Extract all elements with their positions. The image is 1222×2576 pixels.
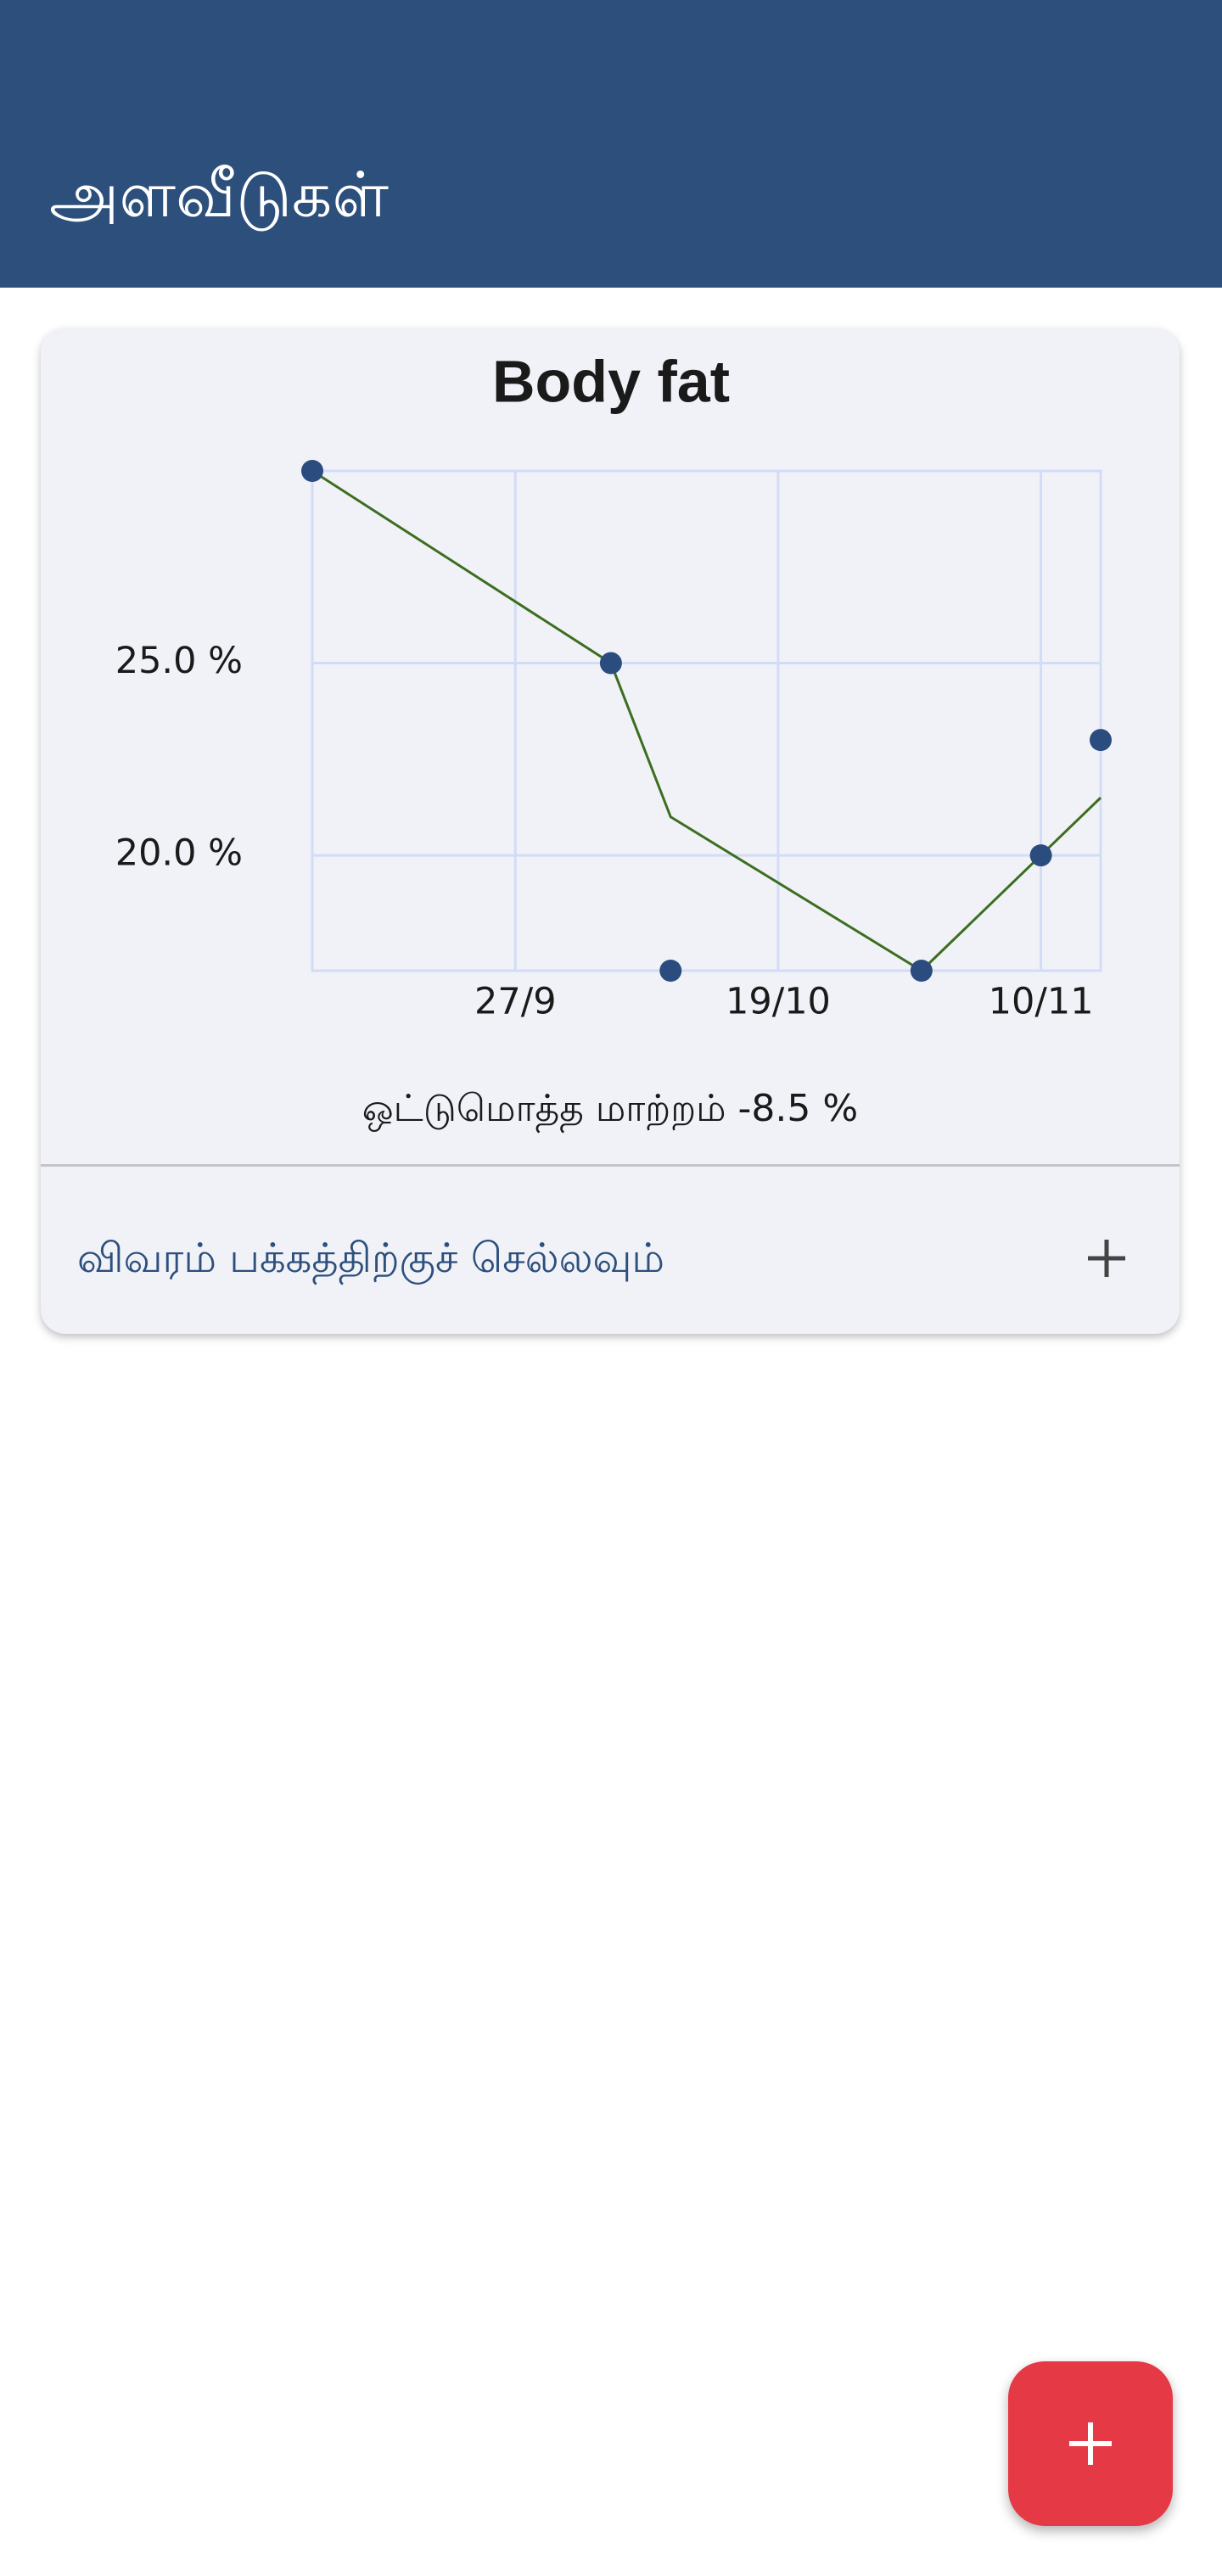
y-tick-label: 25.0 % [115, 640, 243, 682]
data-point [1090, 729, 1112, 752]
data-point [1029, 844, 1052, 867]
x-tick-label: 10/11 [989, 981, 1094, 1023]
trend-line [311, 469, 1102, 972]
chart-card[interactable]: Body fat 25.0 % 20.0 % 27/9 19/10 10/11 ஒட்ட… [41, 328, 1180, 1334]
chart: Body fat 25.0 % 20.0 % 27/9 19/10 10/11 [115, 348, 1112, 1023]
data-point [301, 460, 323, 482]
summary: ஒட்டுமொத்த மாற்றம் -8.5 % [362, 1087, 859, 1130]
add-button[interactable] [1008, 2361, 1173, 2526]
expand-icon[interactable] [1086, 1238, 1127, 1279]
x-tick-label: 27/9 [474, 981, 557, 1023]
x-tick-label: 19/10 [726, 981, 831, 1023]
data-point [910, 960, 933, 982]
data-point [659, 960, 682, 982]
chart-title: Body fat [492, 348, 730, 414]
details-link[interactable]: விவரம் பக்கத்திற்குச் செல்லவும் [77, 1235, 665, 1282]
divider [41, 1164, 1180, 1167]
data-point [599, 652, 622, 675]
app-bar-title: அளவீடுகள் [49, 159, 389, 232]
app-bar: அளவீடுகள் [0, 0, 1222, 288]
add-icon [1069, 2422, 1112, 2465]
y-tick-label: 20.0 % [115, 832, 243, 875]
plot-frame [311, 469, 1102, 972]
